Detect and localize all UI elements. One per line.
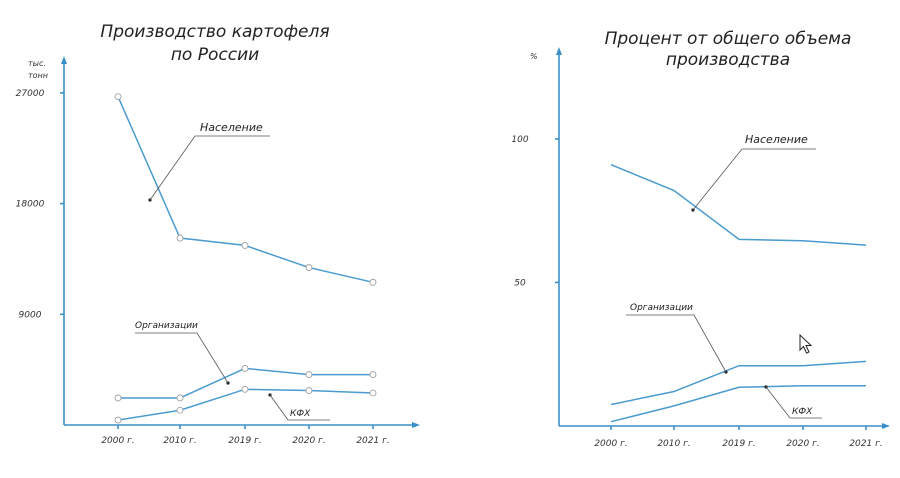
chart-1-data-point	[369, 389, 377, 397]
chart-2-title-line-1: Процент от общего объема	[605, 29, 852, 49]
chart-1-series-label-организации: Организации	[135, 321, 198, 331]
chart-1-x-tick-label: 2021 г.	[356, 436, 389, 446]
chart-2-series-label-организации: Организации	[630, 303, 693, 313]
chart-1-data-point	[241, 385, 249, 393]
chart-2-y-axis-arrow	[556, 47, 562, 55]
chart-1-x-tick-label: 2010 г.	[163, 436, 196, 446]
chart-1-y-axis-arrow	[61, 56, 67, 64]
chart-1-data-point	[114, 394, 122, 402]
chart-1-y-tick-label: 9000	[19, 310, 42, 320]
chart-1-title-line-1: Производство картофеля	[100, 22, 329, 42]
chart-1-series-label-кфх: КФХ	[290, 409, 311, 419]
chart-2-y-tick-label: 50	[514, 278, 526, 288]
chart-2-leader-line	[765, 386, 822, 419]
chart-1-x-axis-arrow	[412, 422, 420, 428]
chart-1-data-point	[241, 242, 249, 249]
chart-1-unit-label: тыс.	[28, 59, 46, 68]
chart-1-y-tick-label: 18000	[16, 200, 45, 210]
chart-1-data-point	[114, 93, 122, 100]
chart-2-x-tick-label: 2000 г.	[594, 439, 627, 449]
chart-1-unit-label: тонн	[28, 71, 48, 80]
chart-2-series-label-население: Население	[745, 133, 808, 146]
chart-1-data-point	[176, 234, 184, 242]
mouse-cursor-icon	[799, 333, 813, 354]
chart-1-x-tick-label: 2020 г.	[292, 436, 325, 446]
chart-2-x-axis-arrow	[882, 423, 890, 429]
chart-2-x-tick-label: 2021 г.	[849, 439, 882, 449]
chart-1-series-label-население: Население	[200, 121, 263, 134]
chart-2-x-tick-label: 2010 г.	[657, 439, 690, 449]
chart-1-title-line-2: по России	[171, 45, 259, 65]
chart-1-data-point	[369, 371, 377, 378]
chart-2-leader-line	[692, 148, 816, 211]
chart-1-x-tick-label: 2000 г.	[101, 436, 134, 446]
chart-1-data-point	[114, 416, 122, 424]
chart-1-data-point	[305, 387, 313, 394]
chart-1-data-point	[305, 264, 313, 271]
chart-2-unit-label: %	[530, 52, 538, 61]
chart-2-series-label-кфх: КФХ	[792, 407, 813, 417]
chart-2-x-tick-label: 2019 г.	[722, 439, 755, 449]
chart-1-leader-line	[149, 135, 270, 201]
chart-2-title-line-2: производства	[666, 50, 790, 70]
chart-1-data-point	[241, 365, 249, 372]
chart-2-x-tick-label: 2020 г.	[786, 439, 819, 449]
chart-1-data-point	[176, 406, 184, 414]
chart-1-x-tick-label: 2019 г.	[228, 436, 261, 446]
chart-1-data-point	[305, 371, 313, 378]
chart-1-series-line-кфх	[117, 388, 374, 421]
chart-1-data-point	[176, 394, 184, 402]
chart-2-y-tick-label: 100	[511, 135, 528, 145]
chart-1-y-tick-label: 27000	[16, 89, 45, 99]
chart-2-leader-line	[626, 314, 727, 373]
chart-1-leader-line	[135, 332, 229, 384]
chart-2-series-line-население	[610, 164, 867, 246]
chart-1-series-line-организации	[118, 367, 373, 399]
chart-1-data-point	[369, 278, 377, 286]
chart-2-series-line-кфх	[610, 385, 866, 423]
chart-1-leader-line	[269, 394, 330, 421]
chart-2-series-line-организации	[610, 360, 867, 406]
